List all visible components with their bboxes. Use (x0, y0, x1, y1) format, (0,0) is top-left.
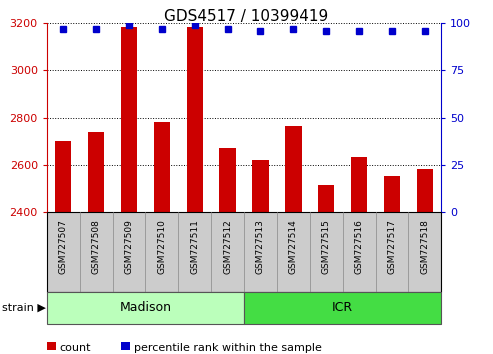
Bar (121, 27, 137, 212)
Bar (252, 160, 269, 212)
Text: GSM727514: GSM727514 (289, 219, 298, 274)
Text: GSM727509: GSM727509 (125, 219, 134, 274)
FancyBboxPatch shape (47, 292, 244, 324)
Text: GSM727517: GSM727517 (387, 219, 396, 274)
Text: ICR: ICR (332, 302, 353, 314)
Bar (55, 141, 71, 212)
Text: GDS4517 / 10399419: GDS4517 / 10399419 (164, 9, 329, 24)
Text: GSM727510: GSM727510 (157, 219, 166, 274)
Bar (318, 185, 334, 212)
Bar (384, 176, 400, 212)
Text: strain ▶: strain ▶ (2, 303, 46, 313)
Text: Madison: Madison (119, 302, 172, 314)
Text: GSM727518: GSM727518 (421, 219, 429, 274)
Bar (417, 169, 433, 212)
Bar (219, 148, 236, 212)
Text: GSM727513: GSM727513 (256, 219, 265, 274)
Text: count: count (60, 343, 91, 353)
Bar (285, 126, 302, 212)
Bar (351, 157, 367, 212)
Text: percentile rank within the sample: percentile rank within the sample (134, 343, 321, 353)
FancyBboxPatch shape (244, 292, 441, 324)
Bar (186, 27, 203, 212)
Text: GSM727511: GSM727511 (190, 219, 199, 274)
Text: GSM727516: GSM727516 (354, 219, 363, 274)
Bar (154, 122, 170, 212)
Text: GSM727507: GSM727507 (59, 219, 68, 274)
Text: GSM727512: GSM727512 (223, 219, 232, 274)
Text: GSM727508: GSM727508 (92, 219, 101, 274)
Bar (88, 132, 105, 212)
Text: GSM727515: GSM727515 (322, 219, 331, 274)
